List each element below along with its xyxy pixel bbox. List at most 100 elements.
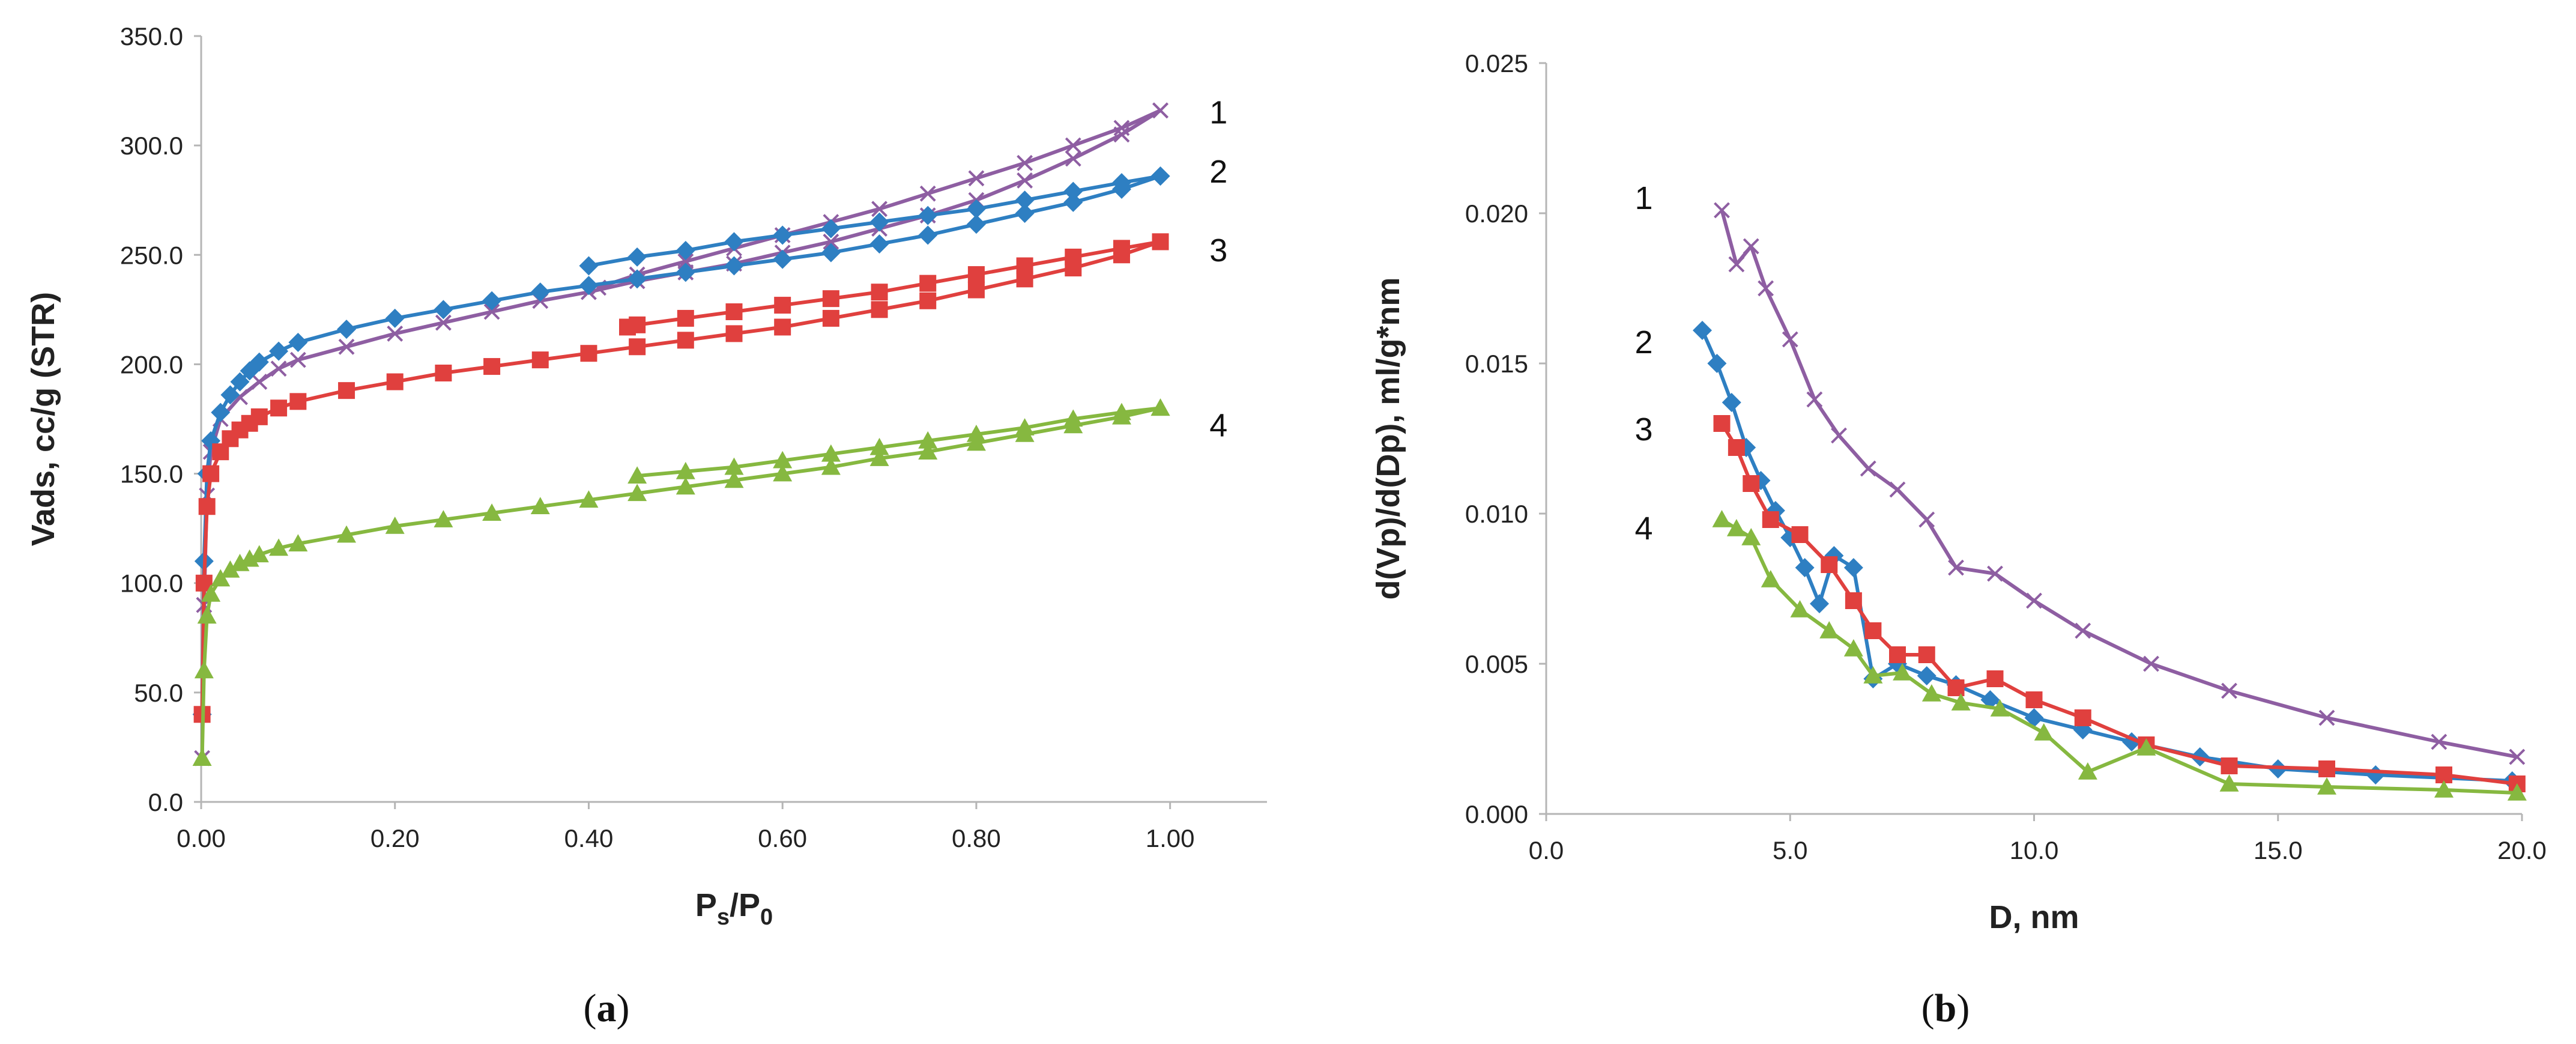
data-point [724, 470, 744, 488]
data-point [338, 382, 355, 399]
panel-label-a-letter: a [597, 986, 617, 1030]
data-point [1790, 600, 1810, 618]
series-3: 3 [193, 232, 1227, 723]
x-axis-title-part: P [695, 887, 717, 923]
data-point [1845, 592, 1862, 609]
data-point [1743, 475, 1760, 492]
data-point [677, 309, 694, 327]
x-tick-label: 1.00 [1146, 824, 1195, 852]
data-point [1864, 622, 1882, 639]
chart-a-isotherms: 0.0 50.0 100.0 150.0 200.0 250.0 300.0 350.0 0.0… [25, 22, 1267, 930]
series-line [1720, 422, 2518, 786]
x-tick-label: 0.20 [370, 824, 420, 852]
data-point [1791, 526, 1809, 543]
data-point [385, 308, 405, 328]
data-point [580, 345, 597, 362]
data-point [2431, 733, 2448, 750]
data-point [434, 510, 453, 527]
data-point [676, 263, 695, 282]
data-point [338, 338, 355, 355]
data-point [1947, 679, 1965, 696]
data-point [1819, 621, 1839, 639]
data-point [1728, 256, 1745, 273]
data-point [966, 425, 986, 442]
data-point [1714, 202, 1730, 219]
series-label-1: 1 [1634, 180, 1652, 216]
data-point [220, 560, 240, 578]
data-point [211, 402, 231, 422]
data-point [2075, 622, 2091, 639]
data-point [1860, 460, 1876, 477]
x-tick-label: 10.0 [2010, 836, 2059, 864]
data-point [2318, 760, 2335, 777]
data-point [1795, 558, 1815, 577]
data-point [1113, 240, 1130, 257]
y-tick-label: 0.010 [1465, 500, 1528, 528]
data-point [919, 275, 937, 292]
data-point [2434, 780, 2454, 798]
series-4: 4 [192, 398, 1227, 766]
series-label-1: 1 [1209, 95, 1227, 131]
data-point [2136, 738, 2156, 756]
data-point [774, 318, 791, 336]
series-label-3: 3 [1209, 232, 1227, 269]
data-point [240, 549, 259, 567]
data-point [269, 341, 289, 361]
data-point [435, 314, 452, 331]
y-tick-label: 100.0 [120, 569, 183, 598]
data-point [919, 185, 936, 202]
data-point [1063, 409, 1083, 427]
data-point [676, 477, 695, 495]
series-line [1720, 210, 2518, 759]
data-point [1986, 670, 2004, 687]
data-point [918, 225, 938, 245]
data-point [250, 408, 268, 425]
data-point [967, 266, 985, 284]
data-point [821, 243, 841, 263]
data-point [2366, 765, 2386, 785]
x-tick-label: 0.60 [758, 824, 807, 852]
data-point [1065, 137, 1081, 154]
data-point [1017, 172, 1033, 189]
data-point [1150, 166, 1170, 186]
data-point [2507, 783, 2527, 801]
y-axis-title: d(Vp)/d(Dp), ml/g*nm [1370, 278, 1406, 600]
x-tick-label: 0.0 [1529, 836, 1564, 864]
series-label-2: 2 [1634, 324, 1652, 360]
data-point [918, 431, 938, 449]
data-point [1113, 120, 1130, 136]
x-axis-title-subscript: s [717, 905, 730, 930]
data-point [482, 291, 502, 311]
data-point [230, 553, 250, 571]
data-point [918, 205, 938, 225]
data-point [627, 247, 647, 267]
data-point [821, 457, 841, 475]
data-point [1921, 684, 1941, 702]
x-tick-label: 0.80 [952, 824, 1001, 852]
data-point [869, 212, 889, 232]
data-point [2221, 682, 2237, 699]
data-point [677, 253, 694, 270]
data-point [1713, 415, 1731, 432]
data-point [871, 201, 887, 217]
data-point [270, 360, 287, 377]
data-point [201, 584, 221, 602]
data-point [220, 385, 240, 405]
data-point [627, 484, 647, 502]
data-point [435, 365, 452, 381]
data-point [1843, 639, 1863, 657]
data-point [230, 372, 250, 392]
data-point [1917, 666, 1937, 685]
series-label-2: 2 [1209, 154, 1227, 190]
data-point [483, 303, 500, 320]
data-point [1806, 391, 1823, 408]
data-point [1728, 439, 1745, 456]
data-point [869, 234, 889, 254]
data-point [1918, 646, 1935, 663]
chart-b-pore-distribution: 0.000 0.005 0.010 0.015 0.020 0.025 0.0 5.0 10.0… [1370, 49, 2547, 935]
desorption-line [636, 406, 1161, 478]
data-point [871, 301, 888, 318]
data-point [2078, 762, 2097, 780]
data-point [773, 464, 793, 482]
series-1: 1 [1634, 180, 2526, 765]
